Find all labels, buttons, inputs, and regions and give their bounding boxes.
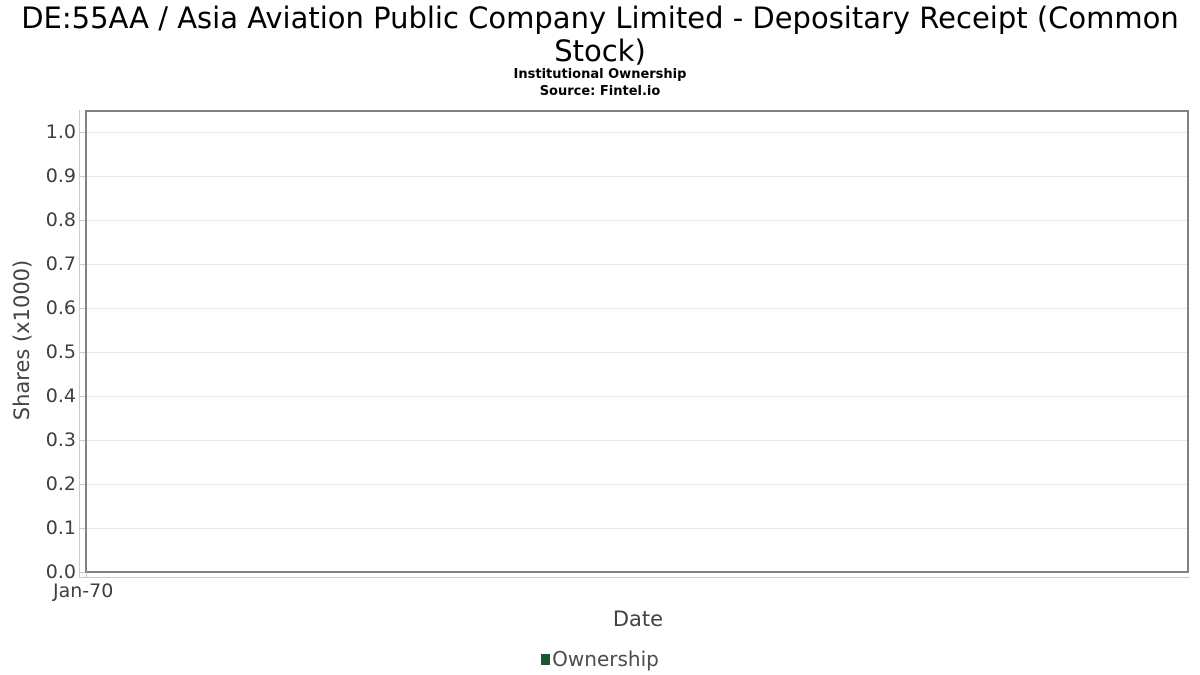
y-tick-mark: [79, 132, 85, 133]
legend-item-ownership[interactable]: Ownership: [541, 647, 659, 671]
x-axis-line: [79, 577, 1190, 578]
y-tick-label: 0.8: [45, 209, 76, 231]
y-tick-label: 0.4: [45, 385, 76, 407]
y-tick-label: 0.5: [45, 341, 76, 363]
y-tick-mark: [79, 308, 85, 309]
gridline: [87, 396, 1187, 397]
y-tick-mark: [79, 528, 85, 529]
y-tick-label: 0.6: [45, 297, 76, 319]
x-axis-title: Date: [612, 607, 664, 631]
gridline: [87, 528, 1187, 529]
x-tick-label: Jan-70: [53, 580, 114, 602]
y-tick-label: 0.2: [45, 473, 76, 495]
gridline: [87, 264, 1187, 265]
chart-source: Source: Fintel.io: [539, 84, 661, 99]
y-tick-mark: [79, 440, 85, 441]
chart-title-text: DE:55AA / Asia Aviation Public Company L…: [21, 1, 1179, 68]
gridline: [87, 220, 1187, 221]
y-tick-label: 0.7: [45, 253, 76, 275]
gridline: [87, 132, 1187, 133]
y-axis-title: Shares (x1000): [10, 259, 34, 421]
y-tick-mark: [79, 352, 85, 353]
y-tick-label: 0.3: [45, 429, 76, 451]
y-axis-line: [79, 110, 80, 578]
gridline: [87, 352, 1187, 353]
gridline: [87, 176, 1187, 177]
y-tick-label: 1.0: [45, 121, 76, 143]
gridline: [87, 308, 1187, 309]
y-tick-mark: [79, 176, 85, 177]
x-tick-mark: [86, 572, 87, 578]
legend-marker-icon: [541, 653, 551, 665]
y-tick-label: 0.9: [45, 165, 76, 187]
legend: Ownership: [0, 647, 1200, 671]
y-tick-mark: [79, 484, 85, 485]
y-tick-label: 0.1: [45, 517, 76, 539]
chart-title: DE:55AA / Asia Aviation Public Company L…: [0, 2, 1200, 68]
legend-label: Ownership: [552, 647, 659, 671]
gridline: [87, 484, 1187, 485]
gridline: [87, 440, 1187, 441]
y-tick-mark: [79, 396, 85, 397]
y-tick-label: 0.0: [45, 561, 76, 583]
y-tick-mark: [79, 220, 85, 221]
y-tick-mark: [79, 264, 85, 265]
chart-subtitle: Institutional Ownership: [513, 67, 687, 82]
plot-area: [85, 110, 1189, 573]
y-tick-mark: [79, 572, 85, 573]
